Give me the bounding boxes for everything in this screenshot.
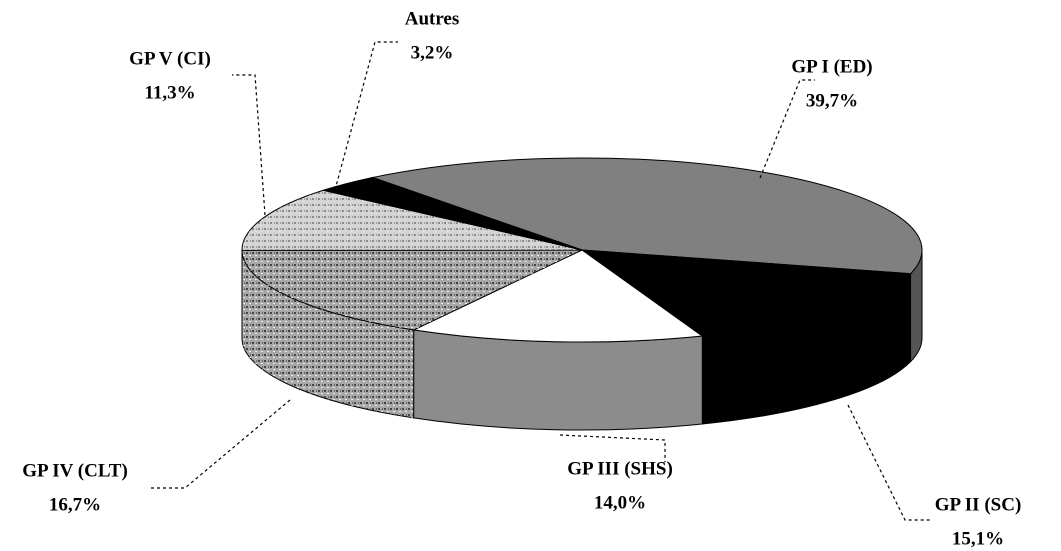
slice-label: GP IV (CLT): [22, 460, 128, 481]
slice-label: Autres: [405, 8, 460, 29]
slice-side: [413, 329, 703, 431]
slice-texture: [242, 250, 414, 418]
slice-label: GP I (ED): [791, 56, 872, 77]
slice-value-label: 11,3%: [144, 82, 195, 103]
slice-texture: [242, 190, 583, 251]
leader-line: [759, 79, 815, 179]
slice-top: [370, 157, 923, 275]
leader-line: [334, 41, 398, 191]
slice-top: [321, 176, 583, 251]
leader-line: [232, 74, 266, 216]
slice-value-label: 3,2%: [411, 42, 454, 63]
slice-value-label: 16,7%: [49, 494, 101, 515]
leader-line: [150, 399, 291, 489]
slice-value-label: 39,7%: [806, 90, 858, 111]
slice-label: GP III (SHS): [567, 458, 673, 479]
slice-value-label: 14,0%: [594, 492, 646, 513]
slice-top: [580, 249, 912, 337]
slice-label: GP II (SC): [935, 494, 1022, 515]
slice-label: GP V (CI): [129, 48, 211, 69]
slice-texture: [242, 250, 582, 330]
leader-line: [847, 404, 930, 521]
slice-top: [411, 249, 704, 343]
slice-value-label: 15,1%: [952, 528, 1004, 549]
